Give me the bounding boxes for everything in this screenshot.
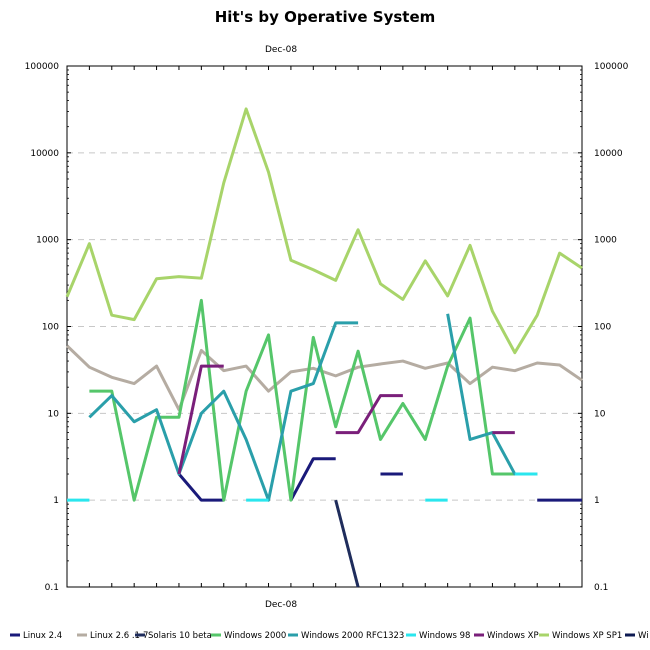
chart-title: Hit's by Operative System <box>215 8 436 26</box>
y-tick-label-right: 10000 <box>594 149 623 159</box>
series-line-windows-2000-rfc1323 <box>88 321 359 502</box>
series-linux-2-6-1-7 <box>65 344 583 412</box>
legend-label-solaris-10-beta: Solaris 10 beta <box>148 631 212 641</box>
y-tick-label-right: 10 <box>594 409 606 419</box>
legend-label-linux-2-4: Linux 2.4 <box>23 631 62 641</box>
series-line-windows-xp <box>177 364 224 475</box>
series-line-windows-xp-sp1 <box>65 107 583 355</box>
y-tick-label-right: 100000 <box>594 62 629 72</box>
y-tick-label-right: 100 <box>594 323 611 333</box>
y-tick-label-left: 1000 <box>36 236 59 246</box>
y-tick-label-right: 1000 <box>594 236 617 246</box>
series-windows-2000 <box>89 298 538 502</box>
series-line-linux-2-6-1-7 <box>65 344 583 412</box>
axes-layer: 0.1 0.1 1 1 10 10 100 100 1000 1000 10000 10000 1000… <box>25 62 629 593</box>
y-tick-label-left: 100000 <box>25 62 60 72</box>
legend-label-windows-xp-sp1: Windows XP SP1 <box>552 631 622 641</box>
grid-layer <box>67 152 582 501</box>
y-tick-label-left: 100 <box>42 323 59 333</box>
legend-label-linux-2-6-1-7: Linux 2.6 .1-7 <box>90 631 148 641</box>
series-line-linux-2-4 <box>289 457 336 501</box>
y-tick-label-right: 0.1 <box>594 583 608 593</box>
legend-label-windows-xp-sp2: Wi <box>638 631 649 641</box>
legend-label-windows-xp: Windows XP <box>487 631 539 641</box>
legend-label-windows-98: Windows 98 <box>419 631 470 641</box>
series-solaris-10-beta <box>334 499 360 588</box>
series-line-solaris-10-beta <box>334 499 360 588</box>
series-windows-xp <box>177 364 515 475</box>
y-tick-label-left: 10 <box>48 409 60 419</box>
series-line-linux-2-4 <box>177 473 224 502</box>
y-tick-label-left: 10000 <box>30 149 59 159</box>
legend: Linux 2.4 Linux 2.6 .1-7 Solaris 10 beta Wi… <box>10 631 649 641</box>
legend-label-windows-2000: Windows 2000 <box>224 631 286 641</box>
y-tick-label-left: 0.1 <box>45 583 59 593</box>
series-layer <box>65 107 583 588</box>
bottom-period-label: Dec-08 <box>265 600 297 610</box>
series-linux-2-4 <box>177 457 582 502</box>
y-tick-label-right: 1 <box>594 496 600 506</box>
top-period-label: Dec-08 <box>265 45 297 55</box>
y-tick-label-left: 1 <box>53 496 59 506</box>
series-windows-xp-sp1 <box>65 107 583 355</box>
series-line-windows-xp <box>335 394 403 435</box>
legend-label-windows-2000-rfc1323: Windows 2000 RFC1323 <box>301 631 404 641</box>
series-line-windows-2000 <box>89 298 538 502</box>
series-windows-98 <box>67 472 538 502</box>
